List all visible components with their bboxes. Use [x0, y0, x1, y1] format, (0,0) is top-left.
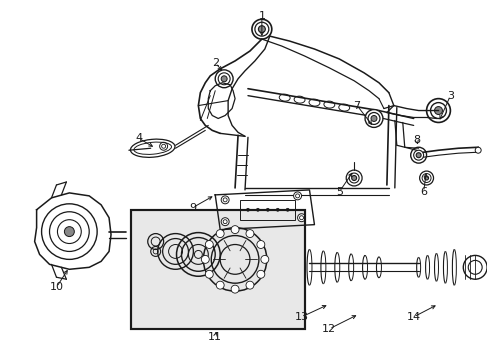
Text: 12: 12 [322, 324, 336, 334]
Ellipse shape [338, 104, 349, 111]
Text: 11: 11 [208, 332, 222, 342]
Text: 1: 1 [258, 11, 265, 21]
Bar [131, 210, 304, 329]
Circle shape [251, 19, 271, 39]
Circle shape [346, 170, 361, 186]
Circle shape [474, 147, 480, 153]
Ellipse shape [308, 99, 319, 106]
Circle shape [256, 270, 264, 278]
Circle shape [266, 208, 269, 211]
Circle shape [424, 176, 427, 180]
Circle shape [231, 285, 239, 293]
Circle shape [205, 240, 213, 248]
Circle shape [245, 281, 253, 289]
Circle shape [285, 208, 288, 211]
Circle shape [419, 171, 433, 185]
Circle shape [205, 270, 213, 278]
Circle shape [370, 116, 376, 121]
Circle shape [297, 214, 305, 222]
Text: 14: 14 [406, 312, 420, 322]
Circle shape [246, 208, 249, 211]
Circle shape [462, 255, 486, 279]
Circle shape [260, 255, 268, 264]
Circle shape [221, 76, 226, 82]
Text: 10: 10 [49, 282, 63, 292]
Circle shape [256, 240, 264, 248]
Text: 6: 6 [419, 187, 426, 197]
Circle shape [256, 208, 259, 211]
Circle shape [351, 176, 356, 180]
Circle shape [64, 227, 74, 237]
Circle shape [276, 208, 279, 211]
Text: 2: 2 [211, 58, 218, 68]
Circle shape [215, 70, 233, 88]
Circle shape [410, 147, 426, 163]
Text: 9: 9 [188, 203, 196, 213]
Circle shape [365, 109, 382, 127]
Circle shape [231, 226, 239, 234]
Bar [131, 210, 304, 329]
Ellipse shape [323, 101, 334, 108]
Ellipse shape [293, 96, 305, 103]
Circle shape [426, 99, 449, 122]
Text: 4: 4 [135, 133, 142, 143]
Circle shape [293, 192, 301, 200]
Circle shape [258, 26, 265, 33]
Text: 7: 7 [353, 100, 360, 111]
Text: 5: 5 [335, 187, 342, 197]
Text: 3: 3 [446, 91, 453, 101]
Circle shape [201, 255, 209, 264]
Circle shape [216, 281, 224, 289]
Text: 13: 13 [294, 312, 308, 322]
Bar [240, 200, 294, 220]
Text: 8: 8 [412, 135, 419, 145]
Circle shape [221, 218, 229, 226]
Circle shape [434, 107, 442, 114]
Circle shape [216, 230, 224, 238]
Ellipse shape [279, 94, 289, 101]
Circle shape [415, 153, 420, 158]
Circle shape [221, 196, 229, 204]
Circle shape [245, 230, 253, 238]
